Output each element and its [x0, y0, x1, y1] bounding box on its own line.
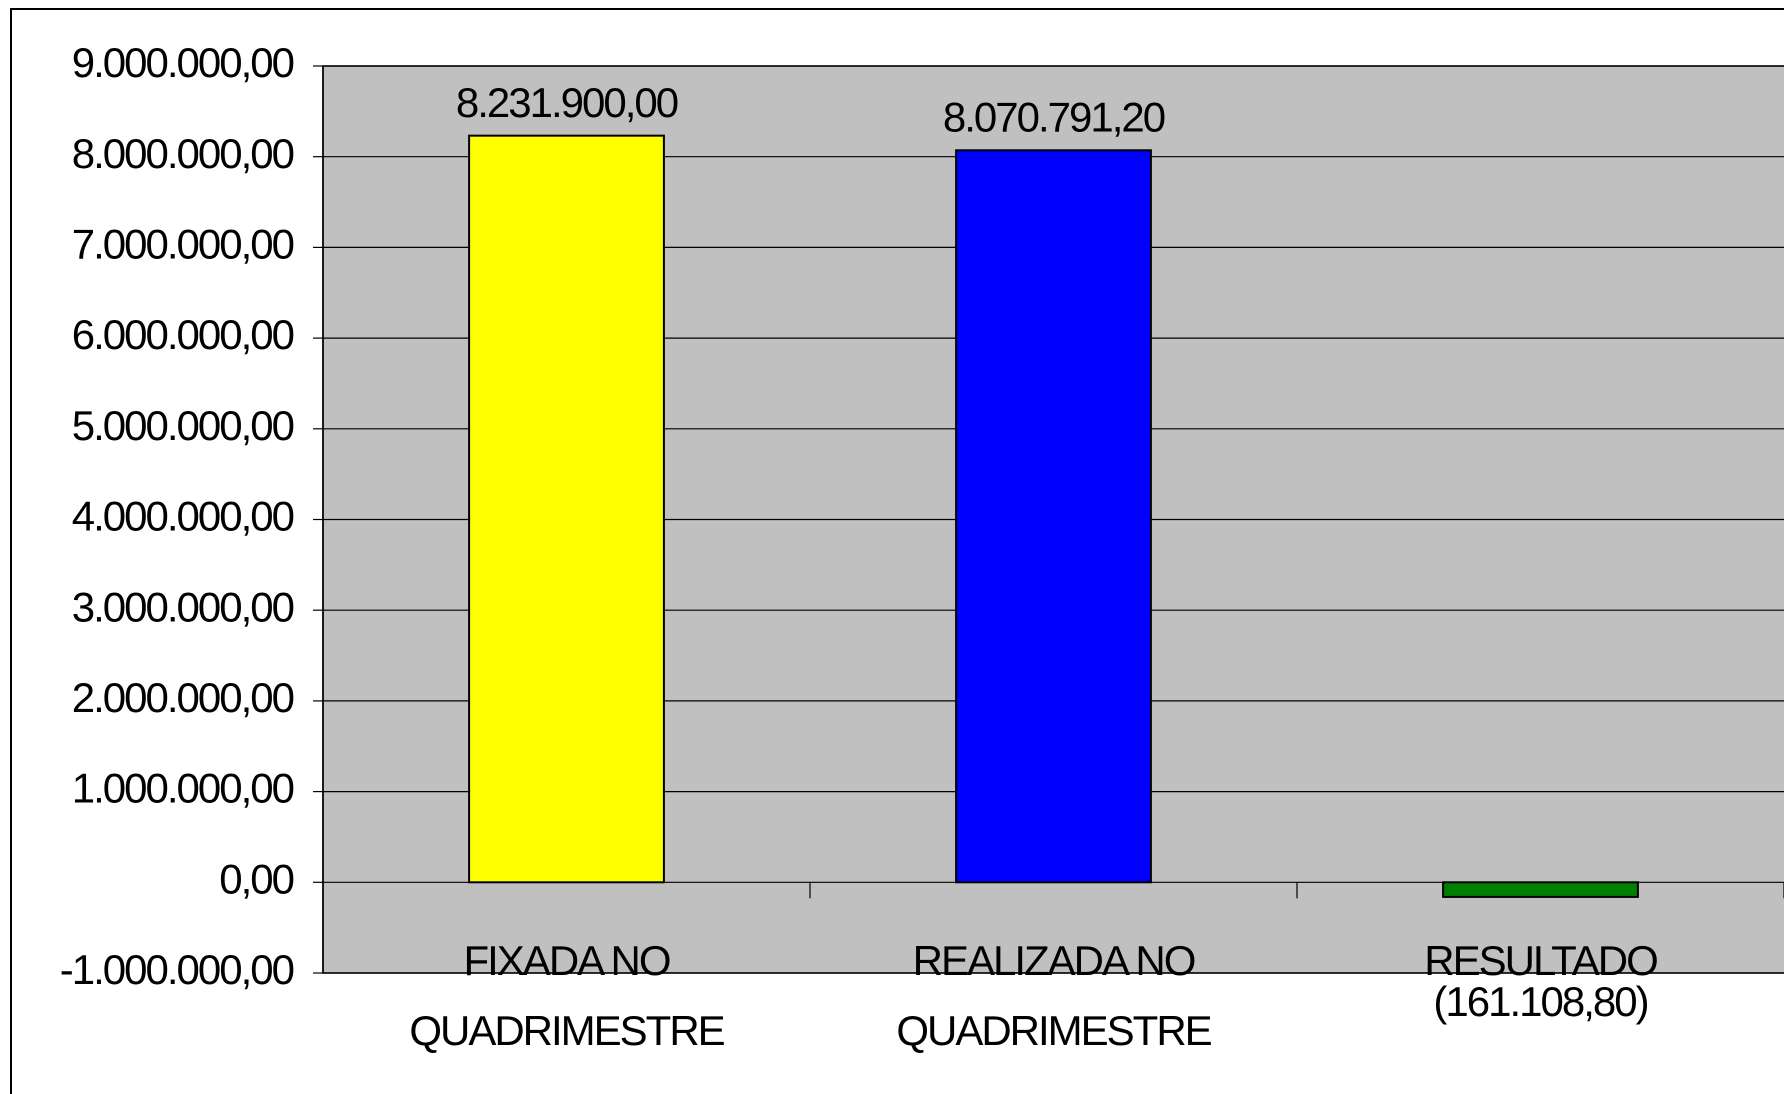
y-tick-label: 6.000.000,00: [72, 311, 294, 358]
y-tick-label: 1.000.000,00: [72, 765, 294, 812]
y-tick-label: 9.000.000,00: [72, 39, 294, 86]
y-tick-label: -1.000.000,00: [60, 946, 294, 993]
y-tick-label: 8.000.000,00: [72, 130, 294, 177]
data-label: 8.231.900,00: [456, 79, 678, 126]
bar: [1442, 881, 1639, 898]
bar: [955, 149, 1152, 884]
y-tick-label: 5.000.000,00: [72, 402, 294, 449]
y-tick-label: 3.000.000,00: [72, 583, 294, 630]
bar: [468, 134, 665, 884]
y-tick-label: 7.000.000,00: [72, 220, 294, 267]
data-label: (161.108,80): [1433, 978, 1647, 1025]
x-tick-label: FIXADA NO QUADRIMESTRE: [409, 937, 725, 1054]
x-tick-label: RESULTADO: [1424, 937, 1658, 984]
data-label: 8.070.791,20: [943, 93, 1165, 140]
y-tick-label: 0,00: [219, 855, 293, 902]
y-tick-label: 4.000.000,00: [72, 493, 294, 540]
x-tick-label: REALIZADA NO QUADRIMESTRE: [896, 937, 1212, 1054]
y-tick-label: 2.000.000,00: [72, 674, 294, 721]
